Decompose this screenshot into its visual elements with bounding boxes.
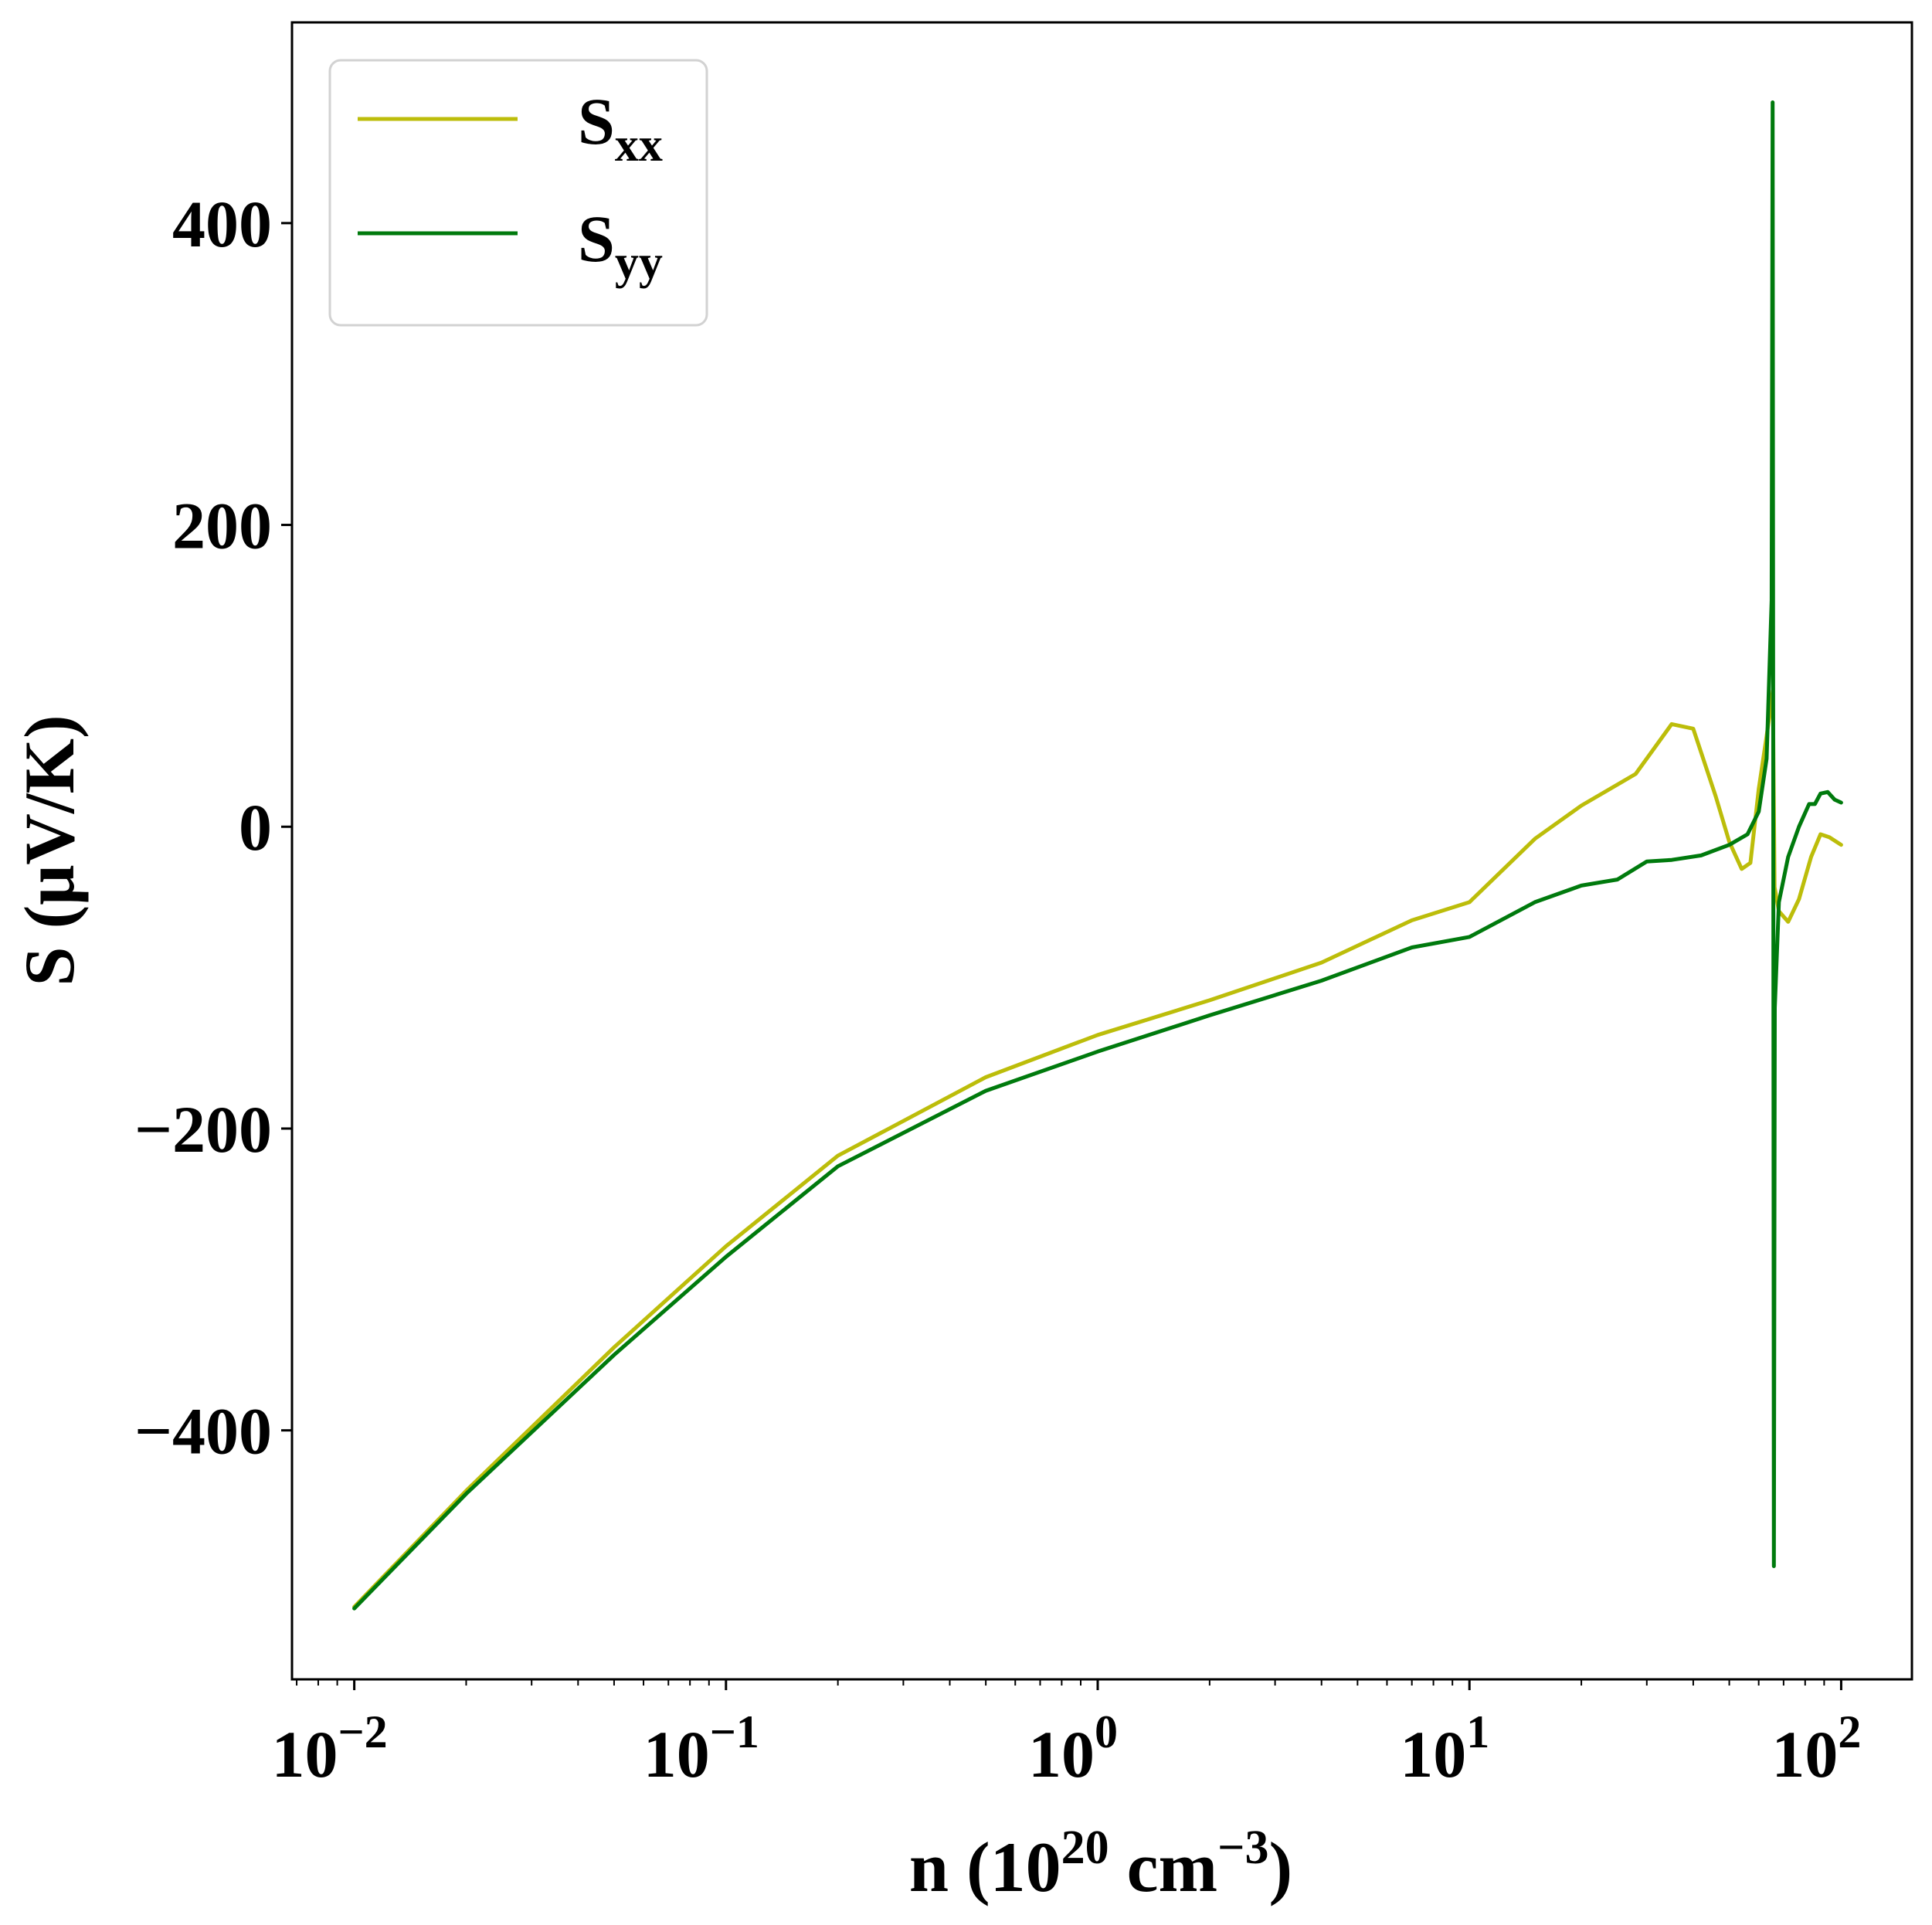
x-axis-label-unit: cm [1109,1828,1217,1906]
plot-frame [290,21,1913,1681]
series-line-yy [352,100,1843,1611]
series-line-xx [352,688,1843,1609]
legend-label-sxx-sub: xx [615,119,663,171]
x-axis-label-exponent-2: −3 [1217,1821,1268,1874]
x-axis-label-exponent-1: 20 [1061,1821,1109,1874]
x-tick-label: 102 [1771,1706,1861,1791]
y-tick-label: 400 [172,187,272,261]
y-axis-label: S (μV/K) [10,715,89,986]
x-tick-label: 10−1 [643,1706,759,1791]
legend-label-syy-sub: yy [615,236,663,289]
y-tick-label: −200 [134,1092,272,1166]
legend-box [328,59,708,327]
x-axis-label-close: ) [1269,1828,1293,1906]
y-tick-label: −400 [134,1394,272,1468]
axis-ticks: 400 200 0 −200 −400 10−2 10−1 100 101 102 [134,187,1861,1791]
legend: Sxx Syy [328,59,708,327]
y-tick-label: 200 [172,489,272,563]
y-tick-label: 0 [239,790,272,864]
legend-label-syy: Syy [578,202,663,289]
x-axis-label-base: n (10 [909,1828,1061,1906]
x-tick-label: 101 [1400,1706,1489,1791]
legend-label-syy-main: S [578,202,615,276]
x-axis-label: n (1020 cm−3) [909,1821,1292,1906]
x-tick-label: 100 [1028,1706,1118,1791]
legend-label-sxx-main: S [578,84,615,158]
legend-label-sxx: Sxx [578,84,663,171]
x-tick-label: 10−2 [271,1706,387,1791]
